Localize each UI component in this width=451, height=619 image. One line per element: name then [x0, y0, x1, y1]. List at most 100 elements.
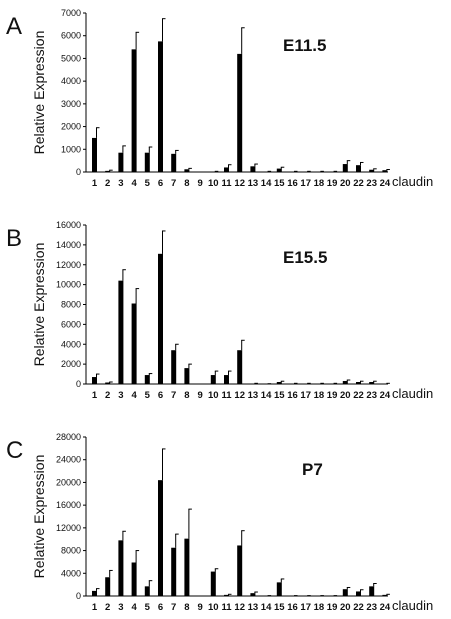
bar — [210, 571, 216, 596]
panel-letter: B — [6, 225, 22, 252]
bar — [342, 164, 348, 172]
chart-title: E15.5 — [283, 248, 327, 267]
bar — [131, 562, 137, 596]
bar — [131, 49, 137, 172]
bar — [290, 595, 295, 597]
bar — [276, 582, 282, 596]
x-tick-label: 4 — [131, 390, 137, 401]
bar — [303, 171, 309, 173]
bar — [342, 381, 348, 384]
x-tick-label: 11 — [221, 390, 232, 401]
y-tick-label: 8000 — [61, 300, 81, 310]
panel-letter: A — [6, 13, 22, 40]
y-tick-label: 1000 — [61, 144, 81, 154]
x-tick-label: 6 — [158, 602, 163, 613]
bar — [263, 595, 269, 597]
x-tick-label: 24 — [380, 602, 391, 613]
x-tick-label: 18 — [314, 602, 325, 613]
y-tick-label: 2000 — [61, 122, 81, 132]
y-tick-label: 3000 — [61, 99, 81, 109]
bar — [250, 383, 256, 385]
x-tick-label: 1 — [92, 390, 98, 401]
x-tick-label: 2 — [105, 602, 110, 613]
x-tick-label: 7 — [171, 390, 176, 401]
x-tick-label: 13 — [248, 178, 259, 189]
bar — [263, 171, 269, 173]
bar — [105, 170, 111, 172]
bar — [237, 53, 243, 173]
bar — [290, 171, 295, 173]
x-axis-label: claudin — [392, 598, 433, 613]
y-tick-label: 8000 — [61, 546, 81, 556]
x-tick-label: 12 — [234, 178, 245, 189]
x-tick-label: 7 — [171, 602, 176, 613]
x-tick-label: 13 — [248, 602, 259, 613]
y-tick-label: 14000 — [56, 240, 81, 250]
bar — [184, 368, 190, 384]
x-tick-label: 5 — [145, 602, 151, 613]
panel-B: B E15.5 Relative Expression 0 2000 4000 6000 80… — [6, 220, 433, 401]
bar — [158, 41, 163, 173]
bar — [276, 168, 282, 172]
bar — [171, 350, 177, 384]
x-tick-label: 1 — [92, 602, 98, 613]
x-tick-label: 10 — [208, 390, 219, 401]
x-tick-label: 14 — [261, 390, 272, 401]
bar — [316, 383, 322, 385]
x-tick-label: 16 — [287, 390, 298, 401]
bar — [263, 383, 269, 385]
bar — [224, 167, 229, 172]
bar — [144, 586, 150, 596]
x-tick-label: 2 — [105, 178, 110, 189]
x-tick-label: 9 — [197, 602, 202, 613]
x-tick-label: 24 — [380, 390, 391, 401]
x-tick-label: 15 — [274, 390, 285, 401]
bar — [237, 350, 243, 384]
bar — [316, 171, 322, 173]
y-tick-label: 4000 — [61, 568, 81, 578]
panel-letter: C — [6, 437, 23, 464]
bar — [250, 166, 256, 172]
panel-C: C P7 Relative Expression 0 4000 8000 12000 1600… — [6, 432, 433, 613]
x-tick-label: 11 — [221, 602, 232, 613]
x-tick-label: 10 — [208, 178, 219, 189]
x-tick-label: 23 — [366, 602, 377, 613]
y-tick-label: 6000 — [61, 319, 81, 329]
bar — [276, 382, 282, 384]
x-tick-label: 4 — [131, 178, 137, 189]
bar — [210, 375, 216, 384]
y-tick-label: 2000 — [61, 359, 81, 369]
y-tick-label: 4000 — [61, 76, 81, 86]
x-tick-label: 14 — [261, 602, 272, 613]
x-tick-label: 8 — [184, 178, 189, 189]
y-tick-label: 0 — [76, 167, 81, 177]
bar — [237, 545, 243, 596]
y-tick-label: 24000 — [56, 455, 81, 465]
bar — [224, 594, 229, 596]
x-tick-label: 11 — [221, 178, 232, 189]
x-tick-label: 1 — [92, 178, 98, 189]
x-tick-label: 18 — [314, 178, 325, 189]
x-tick-label: 18 — [314, 390, 325, 401]
x-tick-label: 6 — [158, 178, 163, 189]
y-axis-label: Relative Expression — [31, 455, 47, 579]
x-tick-label: 3 — [118, 178, 123, 189]
y-tick-label: 20000 — [56, 477, 81, 487]
bar — [224, 375, 229, 384]
x-tick-label: 24 — [380, 178, 391, 189]
bar — [184, 169, 190, 172]
x-tick-label: 23 — [366, 178, 377, 189]
bar — [329, 171, 335, 173]
bar — [356, 382, 361, 384]
bar — [382, 594, 388, 596]
x-tick-label: 7 — [171, 178, 176, 189]
bar — [329, 595, 335, 597]
x-tick-label: 8 — [184, 602, 189, 613]
bar — [118, 280, 124, 384]
y-tick-label: 4000 — [61, 339, 81, 349]
bar — [369, 382, 375, 384]
bar — [369, 169, 375, 172]
y-tick-label: 16000 — [56, 220, 81, 230]
y-tick-label: 10000 — [56, 280, 81, 290]
